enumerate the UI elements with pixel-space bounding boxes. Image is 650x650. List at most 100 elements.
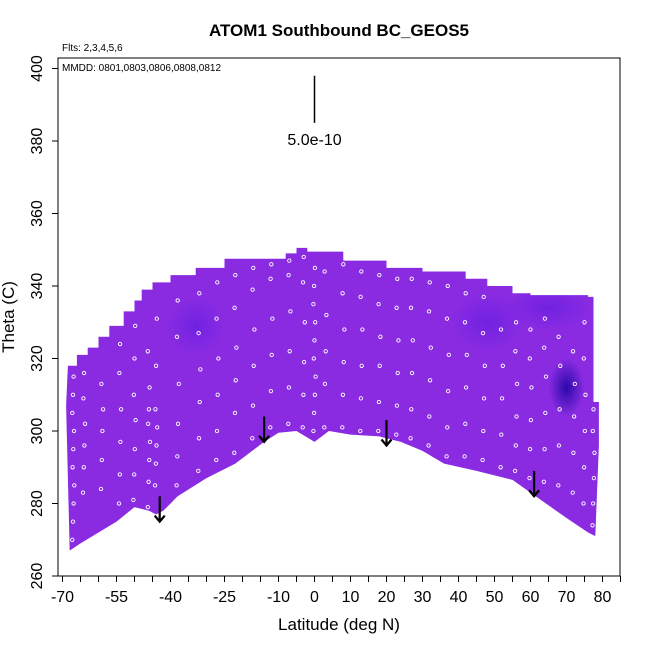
data-point — [80, 490, 86, 495]
data-point — [70, 519, 76, 524]
data-point — [512, 468, 518, 474]
data-point — [70, 537, 75, 542]
data-point — [571, 450, 576, 455]
data-point — [147, 385, 152, 390]
data-point — [287, 258, 292, 263]
x-tick-label: 10 — [342, 589, 360, 606]
data-point — [499, 396, 505, 401]
data-point — [340, 425, 345, 430]
field-patch — [451, 293, 524, 352]
data-point — [300, 280, 306, 285]
data-point — [132, 356, 137, 361]
x-tick-label: -70 — [51, 589, 74, 606]
data-point — [71, 374, 76, 379]
arrow-head — [528, 489, 540, 498]
data-point — [583, 392, 588, 397]
data-point — [340, 291, 345, 296]
data-point — [215, 280, 220, 285]
data-point — [313, 320, 318, 325]
data-point — [463, 385, 469, 390]
data-point — [571, 414, 577, 419]
data-point — [118, 439, 123, 445]
data-point — [155, 425, 160, 430]
scale-bar-label: 5.0e-10 — [287, 132, 341, 149]
data-point — [197, 399, 202, 405]
data-point — [358, 428, 363, 434]
x-axis-label: Latitude (deg N) — [278, 615, 400, 634]
data-point — [145, 349, 150, 354]
data-point — [174, 334, 180, 339]
data-point — [196, 330, 201, 336]
data-point — [498, 465, 503, 470]
data-point — [197, 291, 202, 296]
data-point — [82, 421, 88, 426]
data-point — [132, 472, 137, 477]
data-point — [71, 446, 76, 452]
data-point — [444, 316, 450, 321]
data-point — [324, 312, 329, 318]
data-point — [556, 483, 561, 488]
x-tick-label: 30 — [414, 589, 432, 606]
data-point — [556, 443, 562, 448]
data-point — [427, 378, 433, 383]
data-point — [214, 457, 219, 463]
data-point — [570, 490, 575, 495]
data-point — [378, 334, 383, 339]
y-tick-label: 300 — [29, 418, 46, 445]
y-tick-label: 320 — [29, 345, 46, 372]
data-point — [175, 421, 181, 426]
data-point — [117, 472, 122, 477]
data-point — [500, 363, 505, 368]
data-point — [581, 465, 587, 470]
data-point — [542, 316, 548, 321]
data-point — [395, 370, 400, 376]
plot-frame — [57, 57, 621, 577]
data-point — [252, 327, 257, 332]
data-point — [302, 320, 307, 325]
data-point — [311, 283, 317, 289]
data-point — [175, 454, 180, 459]
data-point — [395, 276, 400, 281]
data-point — [481, 396, 487, 401]
data-point — [196, 468, 201, 474]
data-point — [462, 320, 468, 325]
data-point — [198, 367, 203, 372]
data-point — [146, 407, 152, 412]
x-tick-label: -10 — [267, 589, 290, 606]
x-axis: -70 -55 -40 -25 -10 0 10 20 30 40 50 60 70 80 — [51, 576, 621, 606]
x-tick-label: -25 — [213, 589, 236, 606]
x-tick-label: 60 — [522, 589, 540, 606]
data-point — [463, 421, 468, 426]
data-point — [514, 381, 520, 387]
data-point — [590, 501, 596, 506]
y-tick-label: 400 — [29, 55, 46, 82]
data-point — [196, 436, 202, 441]
data-point — [99, 457, 104, 463]
data-point — [582, 428, 588, 434]
tropopause-arrow — [528, 470, 540, 498]
data-point — [481, 428, 486, 434]
data-point — [251, 265, 256, 271]
data-point — [408, 436, 413, 441]
data-point — [377, 272, 382, 278]
data-point — [409, 370, 415, 376]
flights-note: Flts: 2,3,4,5,6 — [62, 43, 123, 54]
data-point — [216, 356, 221, 361]
data-point — [396, 338, 401, 343]
tropopause-arrow — [380, 420, 393, 448]
data-point — [215, 392, 220, 397]
data-point — [116, 501, 122, 506]
data-point — [301, 359, 307, 365]
data-point — [81, 370, 87, 376]
data-point — [582, 320, 587, 325]
data-point — [98, 486, 104, 492]
data-point — [513, 443, 518, 448]
data-point — [543, 374, 549, 379]
data-point — [529, 385, 534, 390]
data-point — [591, 475, 597, 481]
data-point — [311, 410, 317, 416]
x-tick-label: -55 — [105, 589, 128, 606]
data-point — [342, 327, 347, 332]
data-point — [528, 417, 534, 423]
